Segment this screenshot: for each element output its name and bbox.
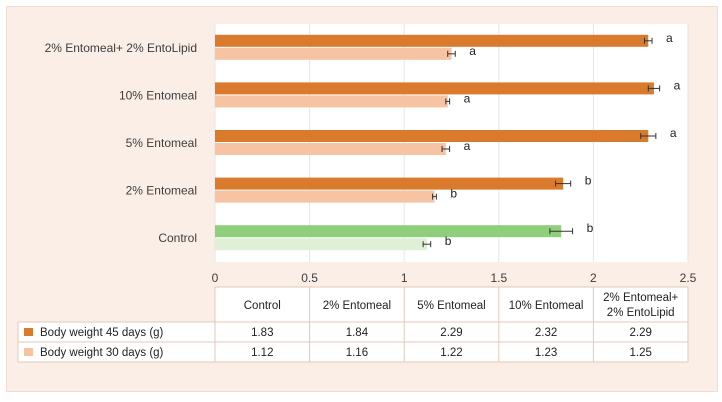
bar-day45 — [215, 34, 649, 47]
legend-label: Body weight 30 days (g) — [40, 347, 164, 359]
legend-swatch — [24, 328, 33, 336]
significance-label: b — [445, 234, 452, 248]
table-header: 2% Entomeal+ — [603, 292, 678, 304]
table-cell: 2.29 — [440, 327, 462, 339]
significance-label: a — [666, 31, 673, 45]
table-header: 2% EntoLipid — [607, 307, 675, 319]
legend-label: Body weight 45 days (g) — [40, 327, 164, 339]
category-label: 2% Entomeal — [126, 184, 197, 198]
x-tick-label: 1 — [401, 271, 408, 285]
table-header: Control — [244, 300, 281, 312]
table-cell: 1.83 — [251, 327, 273, 339]
bar-day30 — [215, 47, 452, 60]
significance-label: b — [585, 174, 592, 188]
significance-label: a — [674, 78, 681, 92]
table-cell: 2.29 — [630, 327, 652, 339]
bar-day30 — [215, 190, 435, 203]
table-cell: 1.16 — [346, 347, 368, 359]
significance-label: a — [464, 139, 471, 153]
table-header: 5% Entomeal — [417, 300, 485, 312]
x-tick-label: 0.5 — [301, 271, 318, 285]
category-label: 5% Entomeal — [126, 136, 197, 150]
table-header-bg — [215, 287, 688, 322]
significance-label: b — [450, 187, 457, 201]
bar-day30 — [215, 95, 448, 108]
bar-day45 — [215, 82, 654, 95]
table-cell: 1.25 — [630, 347, 652, 359]
x-tick-label: 1.5 — [490, 271, 507, 285]
table-header: 10% Entomeal — [509, 300, 584, 312]
bar-day30 — [215, 238, 427, 251]
table-header: 2% Entomeal — [323, 300, 391, 312]
significance-label: b — [587, 221, 594, 235]
significance-label: a — [670, 126, 677, 140]
bar-day45 — [215, 225, 562, 238]
table-cell: 2.32 — [535, 327, 557, 339]
table-cell: 1.23 — [535, 347, 557, 359]
x-tick-label: 2.5 — [680, 271, 697, 285]
legend-swatch — [24, 348, 33, 356]
x-tick-label: 2 — [590, 271, 597, 285]
significance-label: a — [469, 44, 476, 58]
bar-day45 — [215, 177, 564, 190]
table-cell: 1.84 — [346, 327, 369, 339]
category-label: 10% Entomeal — [119, 88, 197, 102]
significance-label: a — [464, 91, 471, 105]
x-tick-label: 0 — [212, 271, 219, 285]
category-label: Control — [158, 231, 197, 245]
bar-day30 — [215, 143, 446, 155]
table-cell: 1.22 — [440, 347, 462, 359]
table-cell: 1.12 — [251, 347, 273, 359]
category-label: 2% Entomeal+ 2% EntoLipid — [45, 41, 197, 55]
bar-day45 — [215, 130, 649, 142]
